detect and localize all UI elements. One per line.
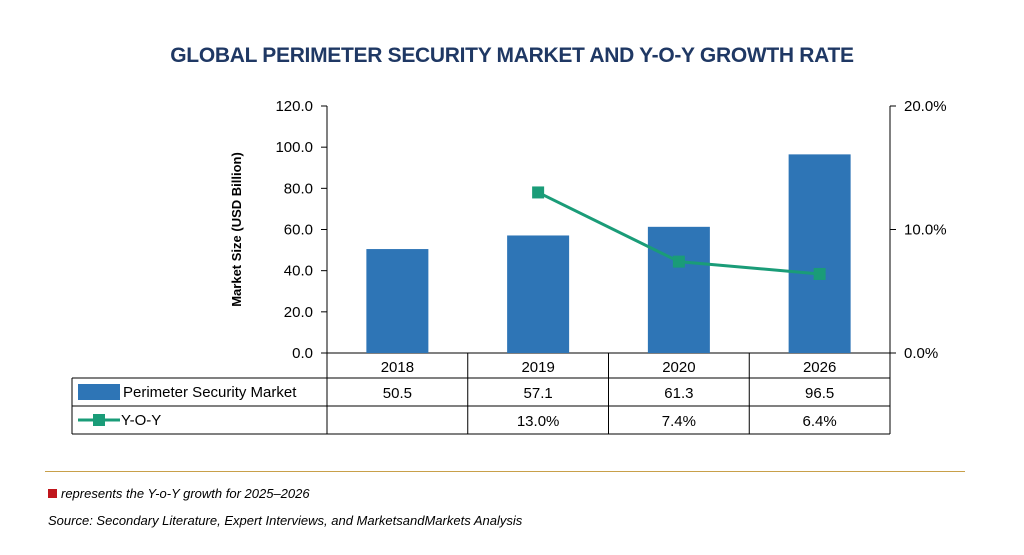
y2-tick-label: 10.0% xyxy=(904,222,947,239)
yoy-point xyxy=(532,186,545,199)
chart-svg: 0.0 20.0 40.0 60.0 80.0 100.0 120.0 0.0% 10.0% 20… xyxy=(71,98,947,435)
footnote: represents the Y-o-Y growth for 2025–202… xyxy=(48,486,310,501)
y-tick-label: 0.0 xyxy=(292,345,313,362)
data-label: 61.3 xyxy=(664,385,693,402)
data-label: 57.1 xyxy=(524,385,553,402)
source-note: Source: Secondary Literature, Expert Int… xyxy=(48,513,523,528)
y-tick-label: 120.0 xyxy=(275,98,313,115)
data-label: 13.0% xyxy=(517,413,560,430)
data-label: 6.4% xyxy=(803,413,837,430)
data-label: 50.5 xyxy=(383,385,412,402)
y2-tick-label: 0.0% xyxy=(904,345,938,362)
bar xyxy=(647,226,710,353)
legend-bar-label: Perimeter Security Market xyxy=(123,384,297,401)
bar xyxy=(788,154,851,353)
data-label: 96.5 xyxy=(805,385,834,402)
y-axis-title: Market Size (USD Billion) xyxy=(229,152,244,307)
x-tick-label: 2026 xyxy=(803,359,836,376)
y-tick-label: 20.0 xyxy=(284,304,313,321)
legend-bar-swatch xyxy=(78,384,120,400)
bar xyxy=(366,249,429,353)
yoy-point xyxy=(672,255,685,268)
yoy-point xyxy=(813,267,826,280)
y-tick-label: 60.0 xyxy=(284,222,313,239)
x-tick-label: 2018 xyxy=(381,359,414,376)
y-tick-label: 100.0 xyxy=(275,139,313,156)
data-label: 7.4% xyxy=(662,413,696,430)
y-tick-label: 40.0 xyxy=(284,263,313,280)
bar xyxy=(507,235,570,353)
legend-line-marker xyxy=(93,414,105,426)
chart-title: GLOBAL PERIMETER SECURITY MARKET AND Y-O… xyxy=(170,44,854,67)
divider-rule xyxy=(45,471,965,472)
x-tick-label: 2019 xyxy=(521,359,554,376)
footnote-text: represents the Y-o-Y growth for 2025–202… xyxy=(61,486,310,501)
x-tick-label: 2020 xyxy=(662,359,695,376)
y-tick-label: 80.0 xyxy=(284,180,313,197)
legend-line-label: Y-O-Y xyxy=(121,412,161,429)
footnote-marker-icon xyxy=(48,489,57,498)
y2-tick-label: 20.0% xyxy=(904,98,947,115)
